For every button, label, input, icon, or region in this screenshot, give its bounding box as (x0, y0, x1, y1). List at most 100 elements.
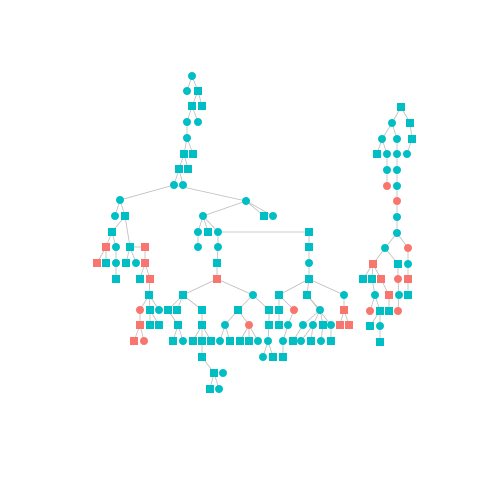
square-node-f7 (226, 337, 234, 345)
circle-node-c9 (194, 243, 202, 251)
square-node-b14 (141, 259, 149, 267)
circle-node-f14 (297, 337, 305, 345)
circle-node-r19 (404, 244, 412, 252)
square-node-g3 (269, 353, 277, 361)
square-node-d9 (234, 306, 242, 314)
square-node-b17 (146, 275, 154, 283)
square-node-f4 (198, 337, 206, 345)
square-node-c3 (260, 212, 268, 220)
circle-node-r4 (378, 135, 386, 143)
circle-node-c10 (214, 243, 222, 251)
edge-a13-b1 (119, 184, 175, 201)
square-node-c12 (213, 259, 221, 267)
circle-node-r22 (404, 260, 412, 268)
circle-node-a7 (194, 118, 202, 126)
square-node-f5 (207, 337, 215, 345)
square-node-b5 (126, 243, 134, 251)
circle-node-e9 (309, 321, 317, 329)
circle-node-a14 (179, 181, 187, 189)
circle-node-e8 (299, 321, 307, 329)
edge-a13-c1 (173, 184, 247, 202)
square-node-e10 (319, 321, 327, 329)
square-node-a3 (194, 87, 202, 95)
square-node-c11 (305, 243, 313, 251)
square-node-r23 (359, 275, 367, 283)
circle-node-h2 (219, 369, 227, 377)
square-node-r21 (394, 260, 402, 268)
square-node-e12 (336, 321, 344, 329)
circle-node-r26 (394, 275, 402, 283)
circle-node-c4 (269, 212, 277, 220)
square-node-r24 (368, 275, 376, 283)
square-node-d4 (303, 291, 311, 299)
square-node-b23 (146, 321, 154, 329)
circle-node-a2 (183, 87, 191, 95)
circle-node-r2 (388, 119, 396, 127)
circle-node-e4 (245, 321, 253, 329)
square-node-a12 (184, 165, 192, 173)
square-node-d7 (173, 306, 181, 314)
circle-node-a8 (183, 134, 191, 142)
square-node-a9 (180, 150, 188, 158)
square-node-f3 (189, 337, 197, 345)
square-node-r3 (406, 119, 414, 127)
circle-node-b2 (111, 212, 119, 220)
square-node-r29 (385, 291, 393, 299)
circle-node-r30 (395, 291, 403, 299)
square-node-b25 (130, 337, 138, 345)
circle-node-f12 (279, 337, 287, 345)
circle-node-d12 (290, 306, 298, 314)
square-node-r36 (366, 322, 374, 330)
square-node-c8 (305, 228, 313, 236)
square-node-b8 (141, 243, 149, 251)
circle-node-r37 (376, 322, 384, 330)
square-node-b24 (155, 321, 163, 329)
circle-node-r17 (393, 229, 401, 237)
square-node-r31 (404, 291, 412, 299)
edge-c1-c4 (245, 200, 274, 217)
square-node-d1 (179, 291, 187, 299)
square-node-a4 (188, 102, 196, 110)
circle-node-e7 (284, 321, 292, 329)
circle-node-d2 (249, 291, 257, 299)
circle-node-r28 (371, 291, 379, 299)
square-node-e6 (275, 321, 283, 329)
square-node-r1 (397, 103, 405, 111)
circle-node-r18 (381, 244, 389, 252)
square-node-r33 (376, 307, 384, 315)
circle-node-g2 (259, 353, 267, 361)
square-node-c6 (204, 228, 212, 236)
square-node-d8 (198, 306, 206, 314)
circle-node-b1 (116, 196, 124, 204)
square-node-d11 (275, 306, 283, 314)
circle-node-f11 (264, 337, 272, 345)
square-node-e5 (265, 321, 273, 329)
circle-node-e3 (221, 321, 229, 329)
circle-node-a13 (170, 181, 178, 189)
circle-node-r13 (383, 182, 391, 190)
circle-node-a6 (183, 118, 191, 126)
square-node-c14 (213, 275, 221, 283)
edge-c15-d3 (278, 278, 310, 296)
circle-node-f10 (254, 337, 262, 345)
square-node-h3 (206, 385, 214, 393)
circle-node-f16 (317, 337, 325, 345)
square-node-b6 (102, 243, 110, 251)
square-node-b12 (122, 259, 130, 267)
square-node-f1 (169, 337, 177, 345)
square-node-f17 (327, 337, 335, 345)
square-node-b9 (93, 259, 101, 267)
node-layer (93, 72, 416, 393)
edge-b3-b5 (124, 215, 131, 248)
square-node-b15 (112, 275, 120, 283)
circle-node-c5 (194, 228, 202, 236)
circle-node-b11 (112, 259, 120, 267)
circle-node-c7 (214, 228, 222, 236)
square-node-a11 (175, 165, 183, 173)
circle-node-r16 (393, 213, 401, 221)
square-node-e13 (345, 321, 353, 329)
circle-node-e11 (327, 321, 335, 329)
circle-node-r10 (403, 150, 411, 158)
edge-c14-d2 (216, 278, 254, 296)
square-node-b22 (136, 321, 144, 329)
